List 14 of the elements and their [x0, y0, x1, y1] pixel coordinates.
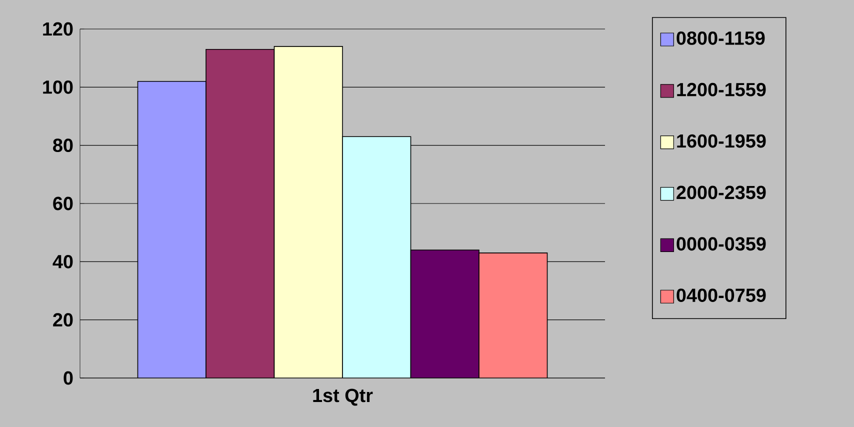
legend-label: 2000-2359: [676, 186, 766, 200]
legend-label: 1200-1559: [677, 82, 766, 96]
x-tick-label: 1st Qtr: [313, 388, 373, 406]
y-tick-label: 20: [53, 313, 73, 327]
legend-label: 0000-0359: [676, 237, 766, 251]
y-tick-label: 60: [53, 196, 73, 210]
legend-label: 0400-0759: [676, 288, 766, 302]
y-tick-label: 80: [53, 138, 73, 152]
legend-label: 0800-1159: [676, 31, 765, 45]
y-tick-label: 0: [64, 371, 73, 385]
y-tick-label: 40: [52, 254, 73, 268]
y-tick-label: 100: [43, 80, 73, 94]
y-tick-label: 120: [43, 22, 73, 36]
legend-label: 1600-1959: [677, 134, 766, 148]
